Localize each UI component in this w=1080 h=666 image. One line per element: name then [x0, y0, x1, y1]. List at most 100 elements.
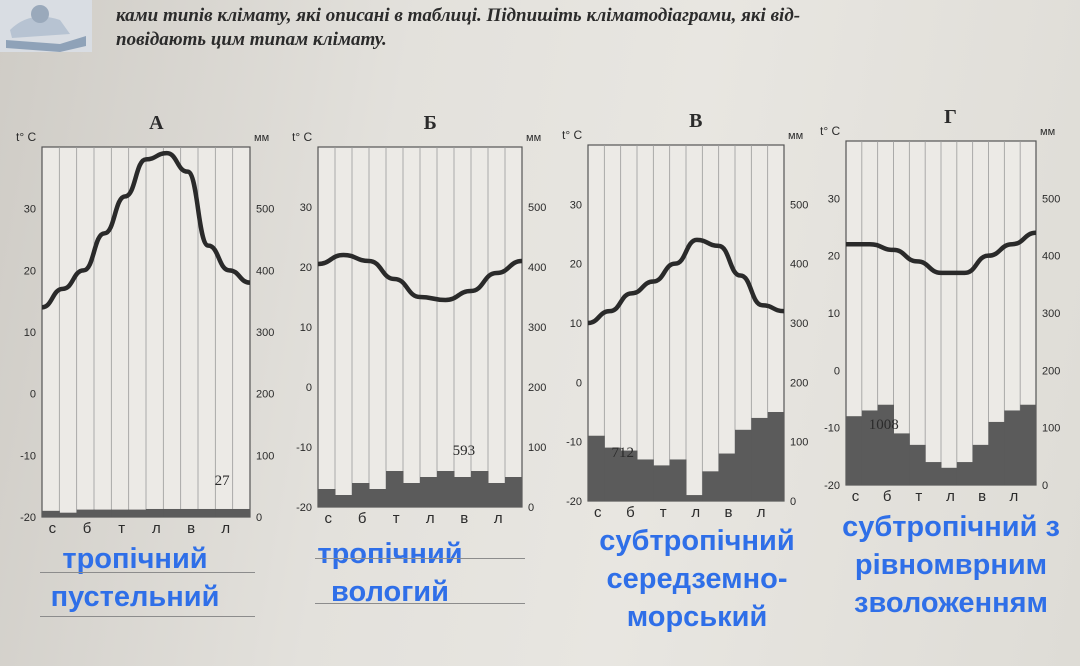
temperature-tick-label: -10: [824, 423, 840, 435]
temperature-tick-label: 0: [576, 377, 582, 389]
temperature-tick-label: 30: [300, 202, 312, 214]
precipitation-bar: [318, 489, 336, 507]
caption-chart-b: тропічний вологий: [290, 535, 490, 611]
precipitation-bar: [846, 416, 863, 485]
month-label: т: [660, 504, 667, 521]
temperature-unit-label: t° C: [292, 130, 312, 144]
month-label: в: [187, 520, 195, 537]
caption-line: тропічний: [317, 538, 463, 570]
month-label: л: [152, 520, 161, 537]
chart-title: Г: [944, 106, 957, 128]
precipitation-bar: [42, 510, 60, 517]
answer-line: [315, 603, 525, 604]
precipitation-bar: [751, 417, 769, 501]
month-label: б: [83, 520, 92, 537]
precipitation-bar: [925, 462, 942, 485]
month-label: т: [118, 520, 125, 537]
precipitation-tick-label: 500: [256, 204, 274, 216]
precipitation-bar: [198, 508, 216, 517]
precipitation-bar: [893, 433, 910, 485]
precipitation-bar: [437, 471, 455, 507]
precipitation-bar: [128, 509, 147, 517]
precipitation-bar: [637, 459, 654, 501]
precipitation-bar: [163, 508, 182, 517]
precipitation-tick-label: 300: [790, 318, 808, 330]
month-label: б: [358, 510, 367, 527]
precipitation-bar: [232, 508, 251, 517]
temperature-tick-label: 10: [24, 327, 36, 339]
temperature-tick-label: -20: [824, 480, 840, 492]
precipitation-tick-label: 400: [1042, 251, 1060, 263]
precipitation-bar: [686, 495, 703, 501]
temperature-unit-label: t° C: [562, 128, 582, 142]
precipitation-bar: [76, 509, 95, 517]
precipitation-bar: [335, 495, 353, 507]
temperature-tick-label: 20: [570, 259, 582, 271]
precipitation-bar: [386, 471, 404, 507]
precipitation-unit-label: мм: [254, 132, 269, 144]
precipitation-bar: [369, 489, 387, 507]
precipitation-bar: [505, 477, 523, 507]
month-label: л: [691, 504, 700, 521]
month-label: т: [393, 510, 400, 527]
month-label: б: [626, 504, 635, 521]
precipitation-bar: [215, 508, 234, 517]
month-label: с: [49, 520, 57, 537]
precipitation-bar: [454, 477, 472, 507]
precipitation-tick-label: 100: [790, 437, 808, 449]
precipitation-bar: [94, 509, 112, 517]
caption-chart-a: тропічний пустельний: [20, 540, 250, 616]
precipitation-tick-label: 400: [256, 265, 274, 277]
precipitation-tick-label: 300: [256, 327, 274, 339]
month-label: л: [221, 520, 230, 537]
temperature-tick-label: 10: [300, 322, 312, 334]
month-label: л: [757, 504, 766, 521]
caption-line: пустельний: [50, 581, 220, 613]
precipitation-bar: [59, 512, 78, 517]
caption-line: рівномврним: [854, 549, 1048, 581]
instruction-line-2: повідають цим типам клімату.: [116, 29, 387, 50]
answer-line: [315, 558, 525, 559]
precipitation-bar: [111, 509, 130, 517]
month-label: с: [324, 510, 332, 527]
caption-line: зволоженням: [854, 587, 1048, 619]
precipitation-tick-label: 400: [528, 262, 546, 274]
precipitation-tick-label: 200: [790, 377, 808, 389]
precipitation-tick-label: 0: [1042, 480, 1048, 492]
precipitation-bar: [972, 444, 989, 485]
precipitation-bar: [767, 412, 785, 501]
temperature-tick-label: -20: [296, 502, 312, 514]
precipitation-tick-label: 0: [528, 502, 534, 514]
caption-chart-v: субтропічний середземно- морський: [572, 522, 822, 636]
precipitation-tick-label: 100: [1042, 423, 1060, 435]
precipitation-bar: [718, 453, 736, 501]
temperature-tick-label: 20: [828, 251, 840, 263]
temperature-tick-label: -10: [20, 450, 36, 462]
precipitation-unit-label: мм: [788, 130, 803, 142]
month-label: с: [594, 504, 602, 521]
chart-title: Б: [424, 112, 437, 134]
temperature-tick-label: -20: [566, 496, 582, 508]
precipitation-bar: [909, 444, 926, 485]
precipitation-bar: [956, 462, 974, 485]
caption-line: субтропічний з: [842, 511, 1060, 543]
precipitation-bar: [180, 508, 199, 517]
precipitation-unit-label: мм: [1040, 126, 1055, 138]
month-label: с: [852, 488, 860, 505]
temperature-curve: [845, 230, 1037, 276]
temperature-tick-label: 10: [570, 318, 582, 330]
precipitation-bar: [988, 421, 1005, 485]
precipitation-tick-label: 400: [790, 259, 808, 271]
precipitation-bar: [669, 459, 687, 501]
precipitation-bar: [1004, 410, 1021, 485]
precipitation-bar: [352, 483, 370, 507]
precipitation-bar: [488, 483, 506, 507]
answer-line: [40, 572, 255, 573]
